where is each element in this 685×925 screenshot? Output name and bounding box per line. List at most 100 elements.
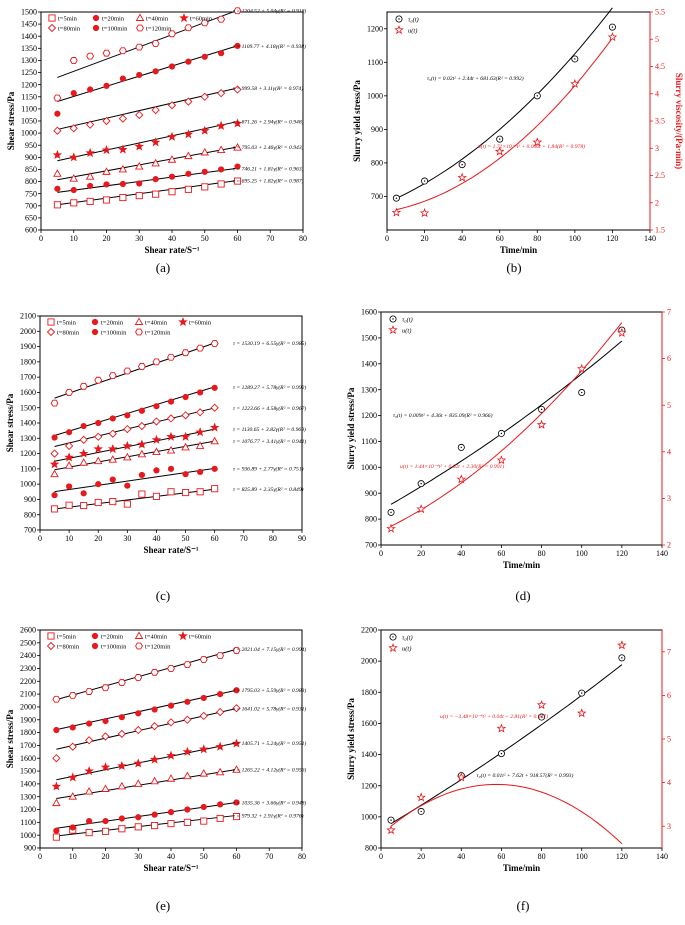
x-tick-label: 0 [379,549,383,558]
data-point [94,432,103,441]
data-point [86,197,94,205]
data-point [124,412,131,419]
data-point [123,500,131,508]
data-point [234,42,241,50]
data-point [211,384,218,391]
y-tick-label: 2100 [20,312,36,321]
data-point [53,726,60,734]
y-axis-title: Shear stress/Pa [5,709,15,768]
data-point [200,803,207,811]
y-tick-label: 2000 [361,657,377,666]
panel-label: (a) [156,260,170,275]
data-point [416,504,426,514]
data-point [53,169,62,177]
x-tick-label: 10 [65,534,73,543]
data-point [166,431,176,441]
data-point [84,786,94,795]
data-point [69,824,76,831]
data-point [183,715,192,724]
equation-label: τ = 1035.36 + 3.66γ(R² = 0.948) [233,799,306,806]
y-tick-label: 900 [24,495,36,504]
x-tick-label: 100 [569,234,581,243]
data-point [137,421,147,431]
y-tick-label: 600 [25,226,37,235]
y-tick-label: 1400 [361,750,377,759]
y-tick-label: 2200 [20,677,36,686]
fit-curve-yield-stress [390,340,623,505]
data-point [118,47,127,55]
data-point [52,695,61,703]
fit-line [54,488,215,510]
x-axis-title: Time/min [503,863,540,873]
equation-label: τ = 1289.27 + 5.78γ(R² = 0.992) [233,384,306,391]
fit-line [54,467,215,493]
x-tick-label: 100 [576,549,588,558]
data-point [134,725,143,735]
data-point [167,101,177,110]
y-tick-label: 1800 [20,357,36,366]
data-point [152,447,161,455]
legend-label: t=80min [57,643,80,650]
data-point [200,19,209,27]
y-axis-title: Slurry yield stress/Pa [346,387,356,469]
data-point [94,376,103,384]
legend-marker [388,324,398,335]
data-point [218,50,225,57]
data-point-center [611,26,614,28]
y-tick-label: 1000 [21,129,37,138]
data-point [86,817,93,825]
equation-label: τ = 1265.22 + 4.12γ(R² = 0.956) [233,766,306,773]
chart-b: 0 20 40 60 80 100 120 140 700 800 900 1000 1100 1200 T… [352,7,684,275]
data-point [536,419,547,429]
data-point [51,781,62,791]
y-tick-label: 1400 [20,419,36,428]
data-point-center [420,810,422,813]
x-tick-label: 20 [103,234,111,243]
y-tick-label: 1400 [21,32,37,41]
y-tick-label: 1400 [20,779,36,788]
equation-label: τ = 1109.77 + 4.18γ(R² = 0.938) [233,43,306,50]
data-point [419,208,430,218]
x-tick-label: 60 [497,852,505,861]
legend-marker [48,14,56,22]
equation-label: τ₀(t) = 0.009t² + 4.36t + 835.09(R² = 0.… [393,412,493,419]
data-point [183,661,192,669]
y-tick-label: 2000 [20,327,36,336]
data-point [617,640,627,650]
fit-line [54,407,215,447]
y-tick-label: 1800 [361,688,377,697]
data-point [167,465,175,472]
data-point [80,490,87,497]
data-point [117,760,127,771]
data-point [391,207,402,217]
data-point [85,147,95,158]
equation-label: τ = 1795.03 + 5.59γ(R² = 0.983) [233,687,306,694]
data-point [182,393,189,401]
data-point [134,161,144,170]
data-point [211,465,218,472]
data-point [85,688,94,695]
legend-marker [91,632,99,640]
y-tick-label: 700 [24,526,36,535]
x-tick-label: 40 [458,234,466,243]
data-point [54,110,61,117]
x-tick-label: 140 [656,549,668,558]
equation-label: u(t) = −3.48×10⁻⁴t² + 0.04t + 2.81(R² = … [440,713,548,720]
legend-marker [178,630,188,641]
legend-label: u(t) [402,328,411,335]
legend-label: t=40min [146,15,169,22]
data-point [79,382,88,390]
y-tick-label: 1200 [21,80,37,89]
data-point [102,196,111,204]
data-point [87,182,94,190]
data-point [166,414,176,423]
data-point [215,741,225,751]
x-tick-label: 60 [496,234,504,243]
data-point [167,665,175,672]
data-point [138,407,145,414]
data-point [184,698,191,705]
legend-label: t=80min [57,329,80,336]
data-point [93,443,104,454]
legend-label: τ₀(t) [408,17,419,24]
